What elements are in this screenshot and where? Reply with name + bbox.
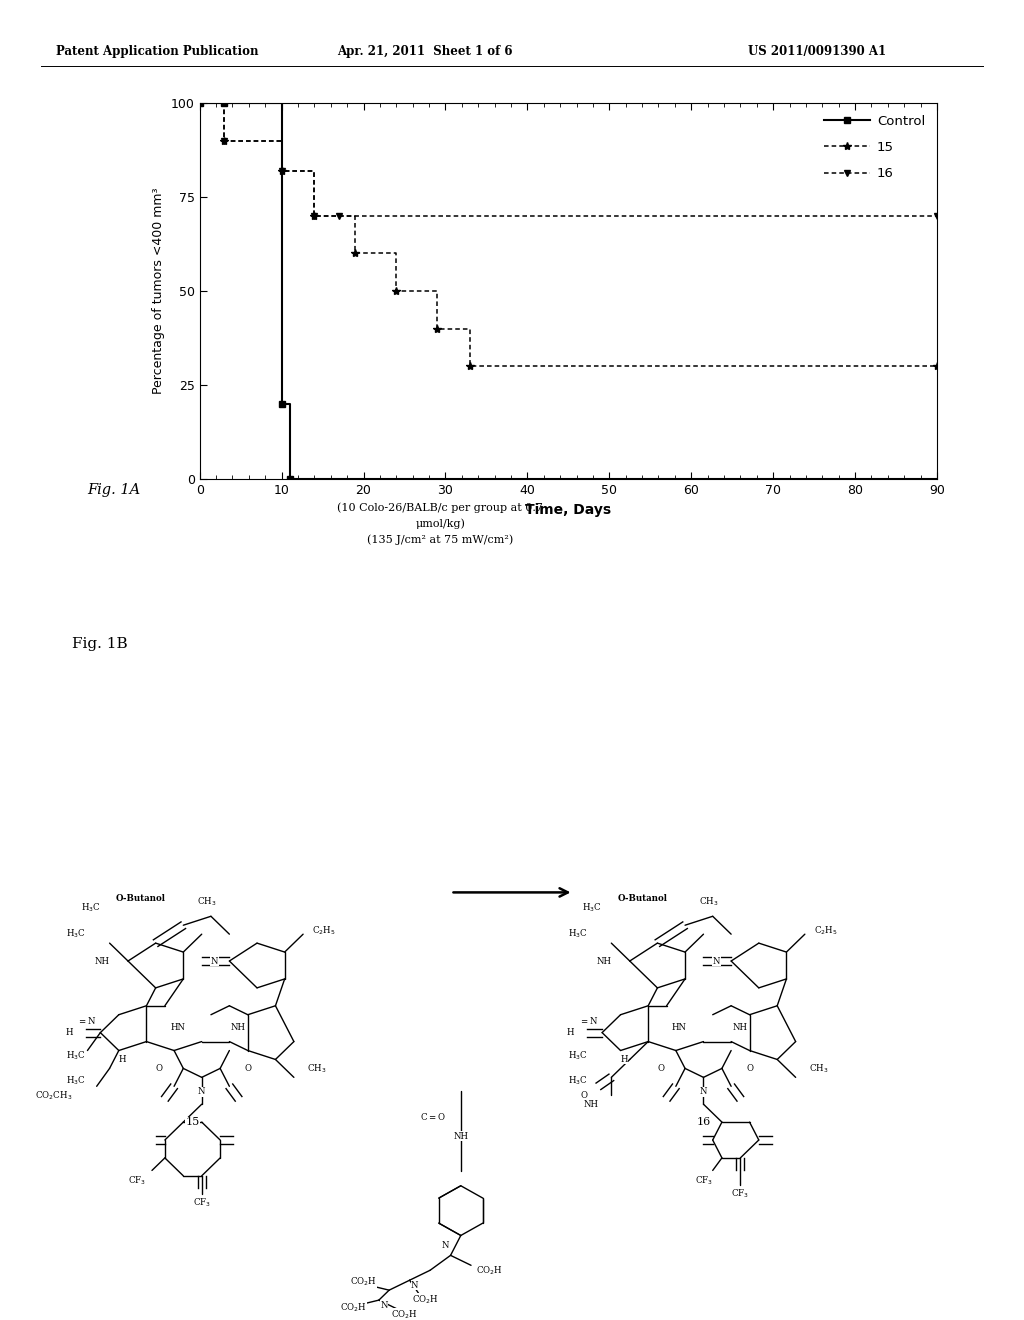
Text: CH$_3$: CH$_3$ — [809, 1063, 828, 1074]
Text: H$_3$C: H$_3$C — [66, 1049, 86, 1063]
Text: CH$_3$: CH$_3$ — [307, 1063, 327, 1074]
Text: CO$_2$H: CO$_2$H — [476, 1265, 503, 1276]
Text: HN: HN — [170, 1023, 185, 1032]
Text: NH: NH — [454, 1131, 468, 1140]
Text: 16: 16 — [696, 1117, 711, 1127]
Text: μmol/kg): μmol/kg) — [416, 519, 465, 529]
Text: N: N — [441, 1241, 450, 1250]
Text: NH: NH — [94, 957, 110, 965]
Text: H: H — [621, 1055, 628, 1064]
Text: H: H — [66, 1028, 73, 1038]
Text: CO$_2$H: CO$_2$H — [412, 1294, 438, 1307]
Text: H$_3$C: H$_3$C — [567, 1074, 588, 1088]
Text: CO$_2$H: CO$_2$H — [350, 1276, 377, 1288]
Text: CF$_3$: CF$_3$ — [128, 1175, 146, 1188]
Text: N: N — [380, 1300, 388, 1309]
Text: C$_2$H$_5$: C$_2$H$_5$ — [814, 924, 838, 937]
Text: N: N — [411, 1280, 419, 1290]
Text: C$_2$H$_5$: C$_2$H$_5$ — [312, 924, 336, 937]
Text: 15: 15 — [185, 1117, 200, 1127]
Text: NH: NH — [733, 1023, 748, 1032]
Text: CO$_2$CH$_3$: CO$_2$CH$_3$ — [36, 1089, 73, 1101]
Text: H: H — [119, 1055, 126, 1064]
Text: N: N — [211, 957, 218, 965]
Text: N: N — [699, 1088, 708, 1096]
X-axis label: Time, Days: Time, Days — [525, 503, 611, 516]
Text: NH: NH — [596, 957, 611, 965]
Text: CO$_2$H: CO$_2$H — [391, 1308, 418, 1320]
Text: N: N — [198, 1088, 206, 1096]
Text: CF$_3$: CF$_3$ — [731, 1188, 750, 1200]
Text: US 2011/0091390 A1: US 2011/0091390 A1 — [748, 45, 886, 58]
Text: O: O — [245, 1064, 251, 1073]
Y-axis label: Percentage of tumors <400 mm³: Percentage of tumors <400 mm³ — [153, 187, 166, 395]
Text: HN: HN — [672, 1023, 687, 1032]
Text: Fig. 1B: Fig. 1B — [72, 636, 127, 651]
Text: O: O — [657, 1064, 665, 1073]
Text: H$_3$C: H$_3$C — [66, 928, 86, 940]
Text: CO$_2$H: CO$_2$H — [340, 1302, 367, 1315]
Text: $=$N: $=$N — [77, 1015, 96, 1026]
Text: H$_3$C: H$_3$C — [81, 902, 100, 913]
Text: O: O — [746, 1064, 753, 1073]
Text: CH$_3$: CH$_3$ — [198, 896, 217, 908]
Text: CF$_3$: CF$_3$ — [694, 1175, 713, 1188]
Text: O-Butanol: O-Butanol — [617, 894, 668, 903]
Text: NH: NH — [231, 1023, 246, 1032]
Text: C$=$O: C$=$O — [420, 1110, 445, 1122]
Text: H$_3$C: H$_3$C — [583, 902, 602, 913]
Text: Apr. 21, 2011  Sheet 1 of 6: Apr. 21, 2011 Sheet 1 of 6 — [337, 45, 513, 58]
Text: O: O — [156, 1064, 163, 1073]
Text: O: O — [581, 1090, 588, 1100]
Text: (10 Colo-26/BALB/c per group at 0.7: (10 Colo-26/BALB/c per group at 0.7 — [337, 503, 544, 513]
Text: $=$N: $=$N — [579, 1015, 598, 1026]
Text: NH: NH — [584, 1100, 598, 1109]
Text: H$_3$C: H$_3$C — [66, 1074, 86, 1088]
Text: CH$_3$: CH$_3$ — [699, 896, 719, 908]
Text: O-Butanol: O-Butanol — [116, 894, 166, 903]
Text: Patent Application Publication: Patent Application Publication — [56, 45, 259, 58]
Text: CF$_3$: CF$_3$ — [193, 1196, 211, 1209]
Text: (135 J/cm² at 75 mW/cm²): (135 J/cm² at 75 mW/cm²) — [368, 535, 513, 545]
Legend: Control, 15, 16: Control, 15, 16 — [819, 110, 931, 186]
Text: Fig. 1A: Fig. 1A — [87, 483, 140, 498]
Text: H: H — [567, 1028, 574, 1038]
Text: N: N — [713, 957, 720, 965]
Text: H$_3$C: H$_3$C — [567, 928, 588, 940]
Text: H$_3$C: H$_3$C — [567, 1049, 588, 1063]
